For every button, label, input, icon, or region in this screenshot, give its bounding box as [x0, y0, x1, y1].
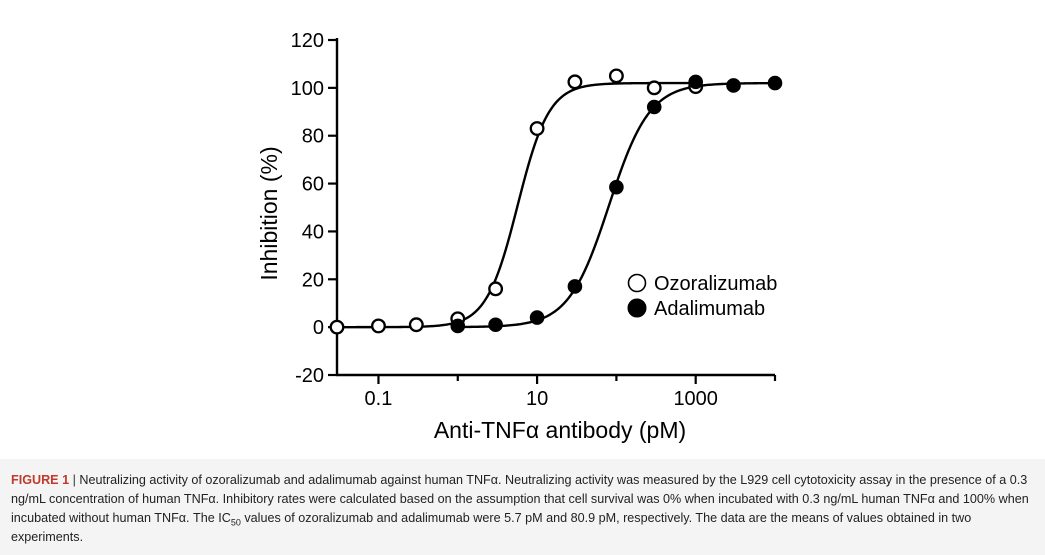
adalimumab-point [688, 74, 703, 90]
y-tick-label: 40 [302, 221, 324, 243]
fit-curve-ozoralizumab [335, 81, 698, 329]
adalimumab-point [567, 279, 583, 294]
adalimumab-point [529, 310, 545, 325]
legend-marker-ozoralizumab [627, 273, 647, 293]
ozoralizumab-point [488, 281, 504, 297]
ozoralizumab-point [329, 319, 345, 335]
x-tick-label: 10 [526, 388, 548, 410]
data-points [329, 68, 783, 335]
x-tick-label: 1000 [673, 388, 718, 410]
adalimumab-point [646, 99, 662, 115]
ozoralizumab-point [646, 80, 662, 96]
x-axis-title: Anti-TNFα antibody (pM) [434, 417, 686, 443]
ozoralizumab-point [529, 121, 545, 136]
adalimumab-point [488, 317, 503, 333]
legend-label-adalimumab: Adalimumab [654, 298, 765, 320]
caption-text-part1: Neutralizing activity of ozoralizumab an… [11, 473, 1029, 525]
adalimumab-point [767, 75, 783, 91]
y-axis-title: Inhibition (%) [256, 146, 282, 280]
figure-label: FIGURE 1 [11, 473, 70, 487]
y-tick-label: 60 [302, 174, 324, 196]
y-tick-label: 20 [302, 269, 324, 291]
axes: -20 0 20 40 60 80 100 120 0.1 10 1000 Anti-TNFα ant… [256, 30, 777, 443]
ozoralizumab-point [408, 317, 424, 333]
caption-subscript: 50 [230, 517, 241, 528]
y-tick-label: -20 [295, 365, 324, 387]
ozoralizumab-point [567, 74, 583, 90]
adalimumab-point [450, 318, 466, 334]
y-tick-label: 100 [291, 78, 324, 100]
y-tick-label: 0 [313, 317, 324, 339]
ozoralizumab-point [371, 318, 386, 334]
legend: Ozoralizumab Adalimumab [627, 273, 777, 320]
y-tick-label: 120 [291, 30, 324, 52]
ozoralizumab-point [608, 68, 624, 84]
caption-text-part2: values of ozoralizumab and adalimumab we… [11, 511, 972, 544]
chart: -20 0 20 40 60 80 100 120 0.1 10 1000 Anti-TNFα ant… [256, 30, 783, 443]
y-tick-label: 80 [302, 126, 324, 148]
legend-marker-adalimumab [627, 298, 647, 318]
adalimumab-point [726, 78, 741, 93]
x-tick-label: 0.1 [365, 388, 393, 410]
dose-response-plot: -20 0 20 40 60 80 100 120 0.1 10 1000 Anti-TNFα ant… [256, 30, 783, 443]
legend-label-ozoralizumab: Ozoralizumab [654, 273, 777, 295]
caption-separator: | [72, 473, 76, 487]
figure-caption: FIGURE 1 | Neutralizing activity of ozor… [0, 459, 1045, 555]
adalimumab-point [609, 179, 624, 195]
